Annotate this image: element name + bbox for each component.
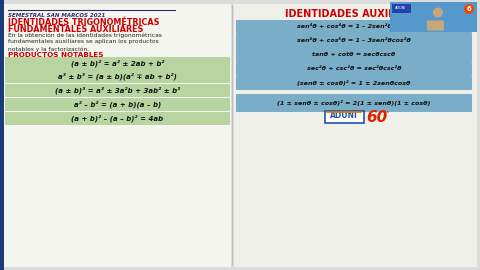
Text: ADUNI: ADUNI: [330, 112, 358, 120]
Text: En la obtención de las identidades trigonométricas
fundamentales auxiliares se a: En la obtención de las identidades trigo…: [8, 32, 162, 52]
Text: FUNDAMENTALES AUXILIARES: FUNDAMENTALES AUXILIARES: [8, 25, 144, 34]
FancyBboxPatch shape: [5, 98, 230, 111]
Text: SEMESTRAL SAN MARCOS 2021: SEMESTRAL SAN MARCOS 2021: [8, 13, 106, 18]
Text: tanθ + cotθ = secθcscθ: tanθ + cotθ = secθcscθ: [312, 52, 396, 58]
Text: 6: 6: [467, 6, 471, 12]
FancyBboxPatch shape: [236, 48, 472, 62]
FancyBboxPatch shape: [427, 21, 444, 31]
FancyBboxPatch shape: [236, 20, 472, 34]
Text: IDENTIDADES AUXILIARES: IDENTIDADES AUXILIARES: [285, 9, 427, 19]
Text: PRODUCTOS NOTABLES: PRODUCTOS NOTABLES: [8, 52, 104, 58]
Text: sen⁶θ + cos⁶θ = 1 – 3sen²θcos²θ: sen⁶θ + cos⁶θ = 1 – 3sen²θcos²θ: [297, 39, 411, 43]
FancyBboxPatch shape: [5, 70, 230, 83]
FancyBboxPatch shape: [5, 57, 230, 70]
Text: (senθ ± cosθ)² = 1 ± 2senθcosθ: (senθ ± cosθ)² = 1 ± 2senθcosθ: [297, 80, 411, 86]
Text: IDENTIDADES TRIGONOMÉTRICAS: IDENTIDADES TRIGONOMÉTRICAS: [8, 18, 159, 27]
Text: años: años: [380, 110, 390, 114]
Circle shape: [464, 4, 474, 14]
Text: a² – b² = (a + b)(a – b): a² – b² = (a + b)(a – b): [74, 101, 161, 108]
Text: (a ± b)³ = a³ ± 3a²b + 3ab² ± b³: (a ± b)³ = a³ ± 3a²b + 3ab² ± b³: [55, 87, 180, 94]
Text: sec²θ + csc²θ = sec²θcsc²θ: sec²θ + csc²θ = sec²θcsc²θ: [307, 66, 401, 72]
FancyBboxPatch shape: [392, 4, 410, 12]
Text: sen⁴θ + cos⁴θ = 1 – 2sen²θcos²θ: sen⁴θ + cos⁴θ = 1 – 2sen²θcos²θ: [297, 25, 411, 29]
FancyBboxPatch shape: [390, 2, 477, 32]
FancyBboxPatch shape: [236, 94, 472, 112]
FancyBboxPatch shape: [5, 112, 230, 125]
Text: (a ± b)² = a² ± 2ab + b²: (a ± b)² = a² ± 2ab + b²: [71, 60, 164, 67]
Circle shape: [433, 8, 443, 18]
FancyBboxPatch shape: [236, 62, 472, 76]
Text: a³ ± b³ = (a ± b)(a² ∓ ab + b²): a³ ± b³ = (a ± b)(a² ∓ ab + b²): [58, 73, 177, 80]
FancyBboxPatch shape: [5, 84, 230, 97]
Bar: [0, 0, 4, 270]
Text: 60: 60: [366, 110, 388, 124]
FancyBboxPatch shape: [234, 4, 477, 267]
Text: (1 ± senθ ± cosθ)² = 2(1 ± senθ)(1 ± cosθ): (1 ± senθ ± cosθ)² = 2(1 ± senθ)(1 ± cos…: [277, 100, 431, 106]
FancyBboxPatch shape: [3, 4, 231, 267]
Text: (a + b)² – (a – b)² = 4ab: (a + b)² – (a – b)² = 4ab: [72, 115, 164, 122]
Text: ADUNI: ADUNI: [396, 6, 407, 10]
FancyBboxPatch shape: [236, 34, 472, 48]
FancyBboxPatch shape: [324, 110, 363, 123]
FancyBboxPatch shape: [236, 76, 472, 90]
